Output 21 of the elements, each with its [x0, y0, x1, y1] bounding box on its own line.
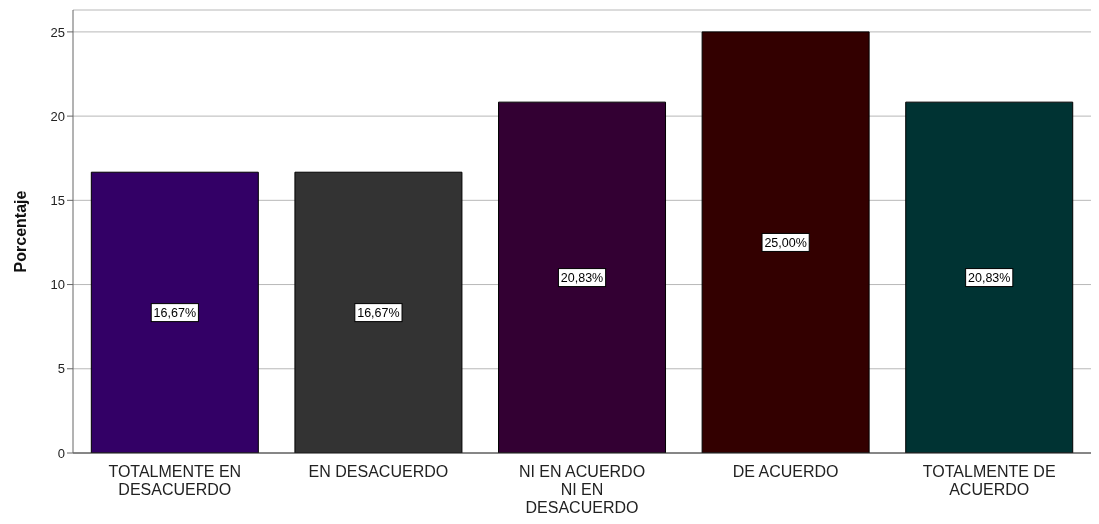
y-tick-label: 25 — [50, 24, 65, 40]
y-tick-label: 0 — [57, 445, 65, 461]
data-label: 20,83% — [968, 271, 1011, 286]
bar — [90, 171, 259, 453]
data-label: 20,83% — [560, 271, 604, 286]
data-label: 25,00% — [764, 235, 807, 250]
bar — [701, 31, 870, 453]
y-tick-label: 10 — [50, 277, 65, 293]
data-label: 16,67% — [153, 306, 197, 321]
bar — [498, 101, 667, 453]
x-tick-label: EN DESACUERDO — [308, 463, 449, 480]
y-axis-title: Porcentaje — [11, 190, 29, 273]
bar — [905, 101, 1074, 453]
y-tick-label: 15 — [50, 192, 65, 208]
x-tick-label: TOTALMENTE DE ACUERDO — [922, 463, 1056, 498]
data-label: 16,67% — [357, 306, 400, 321]
y-tick-label: 20 — [50, 108, 65, 124]
x-tick-label: DE ACUERDO — [732, 463, 839, 480]
y-tick-label: 5 — [57, 361, 65, 377]
x-tick-label: NI EN ACUERDO NI EN DESACUERDO — [518, 463, 646, 516]
x-tick-label: TOTALMENTE EN DESACUERDO — [108, 463, 242, 498]
